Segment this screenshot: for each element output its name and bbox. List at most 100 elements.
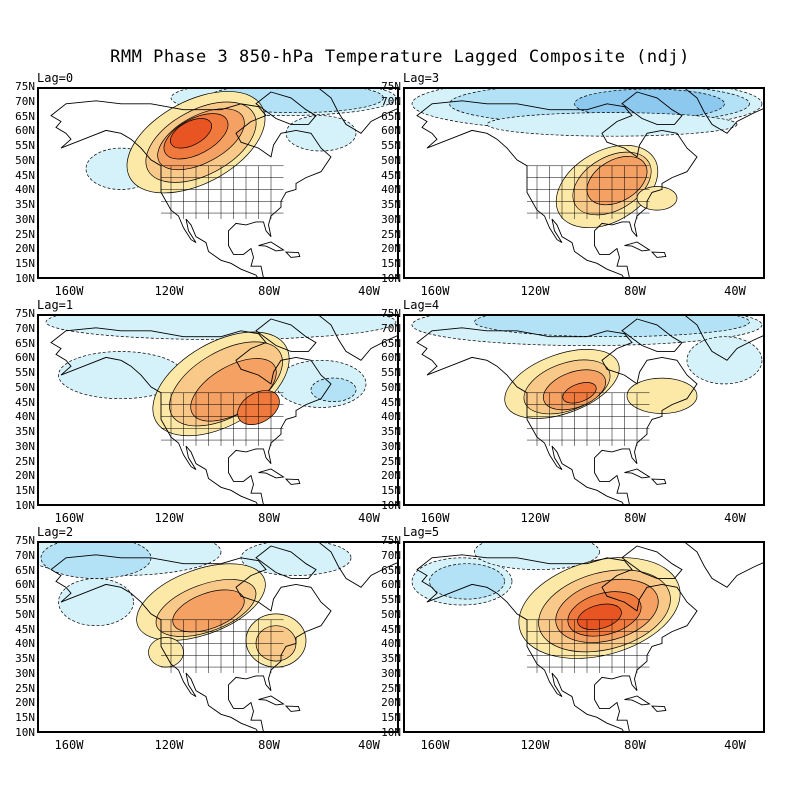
lat-tick-label: 15N xyxy=(15,711,35,725)
lat-tick-label: 45N xyxy=(15,168,35,182)
lon-tick-label: 160W xyxy=(420,738,450,752)
lon-tick-label: 160W xyxy=(420,284,450,298)
lat-tick-label: 10N xyxy=(381,726,401,739)
coastline xyxy=(685,89,763,134)
lat-tick-label: 45N xyxy=(381,168,401,182)
temperature-anomaly-map xyxy=(39,543,397,731)
latitude-axis: 75N 70N 65N 60N 55N 50N 45N 40N 35N 30N 25N 20N 15N 1… xyxy=(0,81,35,284)
lon-tick-label: 40W xyxy=(724,284,746,298)
panel-label: Lag=1 xyxy=(37,298,74,312)
panel-label: Lag=0 xyxy=(37,71,74,85)
lat-tick-label: 60N xyxy=(381,351,401,365)
lat-tick-label: 30N xyxy=(15,212,35,226)
lon-tick-label: 160W xyxy=(54,738,84,752)
lon-tick-label: 120W xyxy=(520,511,550,525)
lat-tick-label: 70N xyxy=(15,548,35,562)
map-frame xyxy=(37,87,399,279)
coastline xyxy=(258,468,285,479)
lat-tick-label: 25N xyxy=(381,454,401,468)
coastline xyxy=(284,251,301,258)
lon-tick-label: 120W xyxy=(154,738,184,752)
warm-anomaly-contour xyxy=(577,603,622,630)
cool-anomaly-contour xyxy=(686,336,763,385)
lon-tick-label: 80W xyxy=(258,738,280,752)
lat-tick-label: 10N xyxy=(381,272,401,285)
coastline xyxy=(258,695,285,706)
lat-tick-label: 20N xyxy=(15,469,35,483)
lat-tick-label: 25N xyxy=(381,227,401,241)
lon-tick-label: 80W xyxy=(258,511,280,525)
lat-tick-label: 35N xyxy=(15,652,35,666)
cool-anomaly-contour xyxy=(574,89,725,119)
lon-tick-label: 80W xyxy=(258,284,280,298)
lat-tick-label: 45N xyxy=(15,395,35,409)
longitude-axis: 160W 120W 80W 40W xyxy=(37,511,399,525)
coastline xyxy=(624,695,651,706)
lat-tick-label: 75N xyxy=(381,80,401,93)
lat-tick-label: 50N xyxy=(381,153,401,167)
state-boundaries xyxy=(527,165,650,219)
lat-tick-label: 35N xyxy=(381,198,401,212)
lat-tick-label: 60N xyxy=(15,351,35,365)
coastline xyxy=(685,543,763,588)
lat-tick-label: 55N xyxy=(381,139,401,153)
longitude-axis: 160W 120W 80W 40W xyxy=(403,511,765,525)
coastline xyxy=(255,318,317,352)
coastline xyxy=(319,89,397,134)
lat-tick-label: 25N xyxy=(381,681,401,695)
lat-tick-label: 45N xyxy=(381,622,401,636)
lat-tick-label: 50N xyxy=(381,607,401,621)
lat-tick-label: 40N xyxy=(381,410,401,424)
coastline xyxy=(258,241,285,252)
lat-tick-label: 35N xyxy=(15,198,35,212)
lat-tick-label: 45N xyxy=(381,395,401,409)
lon-tick-label: 160W xyxy=(420,511,450,525)
lat-tick-label: 20N xyxy=(15,696,35,710)
coastline xyxy=(624,241,651,252)
lat-tick-label: 20N xyxy=(381,469,401,483)
lat-tick-label: 50N xyxy=(381,380,401,394)
lat-tick-label: 30N xyxy=(381,666,401,680)
cool-anomaly-contour xyxy=(429,563,505,600)
lat-tick-label: 40N xyxy=(15,637,35,651)
lat-tick-label: 65N xyxy=(381,563,401,577)
lat-tick-label: 75N xyxy=(15,307,35,320)
lat-tick-label: 55N xyxy=(381,593,401,607)
lat-tick-label: 10N xyxy=(15,272,35,285)
lat-tick-label: 40N xyxy=(381,183,401,197)
coastline xyxy=(621,318,683,352)
map-frame xyxy=(403,314,765,506)
coastline xyxy=(255,91,317,125)
lat-tick-label: 35N xyxy=(381,425,401,439)
state-boundaries xyxy=(527,619,650,673)
lat-tick-label: 50N xyxy=(15,153,35,167)
coastline xyxy=(284,478,301,485)
lat-tick-label: 20N xyxy=(381,696,401,710)
lon-tick-label: 160W xyxy=(54,511,84,525)
temperature-anomaly-map xyxy=(50,89,397,277)
lat-tick-label: 65N xyxy=(381,109,401,123)
warm-anomaly-contour xyxy=(170,118,212,149)
lat-tick-label: 70N xyxy=(15,321,35,335)
coastline xyxy=(621,545,683,579)
lat-tick-label: 20N xyxy=(381,242,401,256)
coastline xyxy=(624,468,651,479)
lat-tick-label: 65N xyxy=(381,336,401,350)
lat-tick-label: 15N xyxy=(15,484,35,498)
lat-tick-label: 25N xyxy=(15,227,35,241)
coastline xyxy=(650,251,667,258)
longitude-axis: 160W 120W 80W 40W xyxy=(37,284,399,298)
coastline xyxy=(621,91,683,125)
latitude-axis: 75N 70N 65N 60N 55N 50N 45N 40N 35N 30N 25N 20N 15N 1… xyxy=(365,308,401,511)
map-frame xyxy=(403,87,765,279)
lat-tick-label: 40N xyxy=(15,183,35,197)
map-frame xyxy=(37,541,399,733)
lat-tick-label: 10N xyxy=(381,499,401,512)
lat-tick-label: 40N xyxy=(381,637,401,651)
cool-anomaly-contour xyxy=(474,543,600,570)
longitude-axis: 160W 120W 80W 40W xyxy=(403,738,765,752)
warm-anomaly-contour xyxy=(636,186,678,211)
cool-anomaly-contour xyxy=(486,112,738,137)
lat-tick-label: 25N xyxy=(15,454,35,468)
coastline xyxy=(284,705,301,712)
